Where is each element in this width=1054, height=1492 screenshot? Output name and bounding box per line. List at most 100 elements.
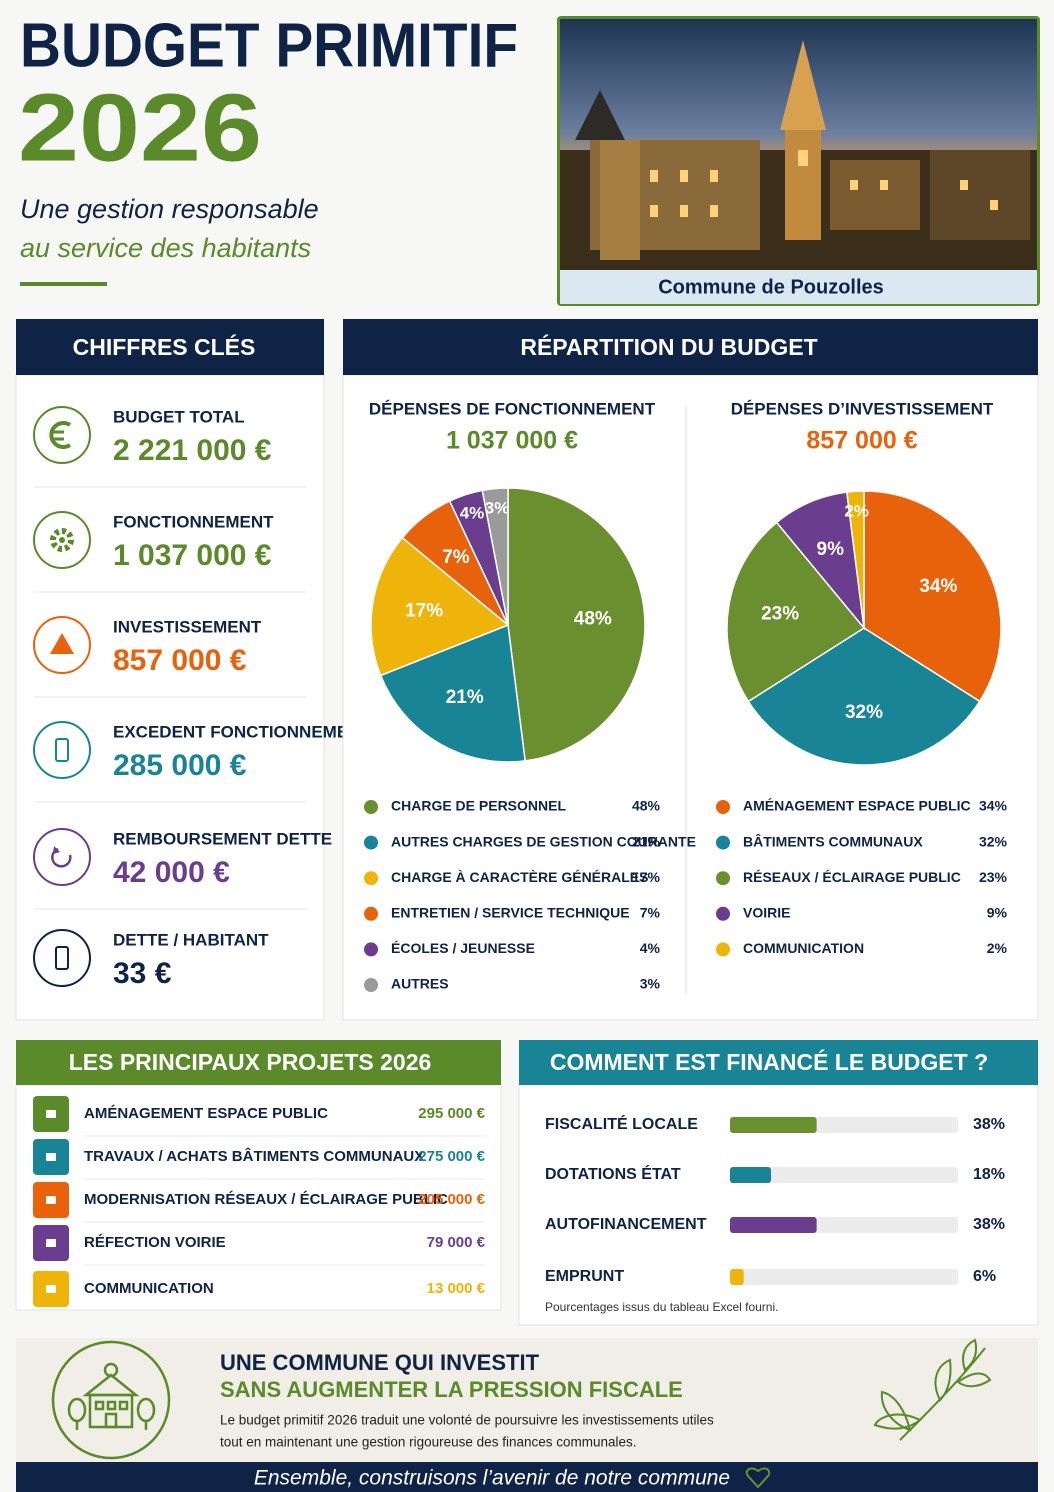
project-name: TRAVAUX / ACHATS BÂTIMENTS COMMUNAUX (84, 1147, 424, 1165)
figure-label: EXCEDENT FONCTIONNEMENT (113, 722, 371, 741)
footer-box (16, 1338, 1038, 1462)
main-title: BUDGET PRIMITIF (20, 11, 518, 80)
slice-label: 4% (460, 504, 485, 523)
heart-icon (745, 1467, 771, 1489)
pie-slice (379, 623, 527, 763)
legend-label: CHARGE DE PERSONNEL (391, 798, 566, 814)
project-icon-glyph (46, 1239, 56, 1247)
slice-label: 34% (919, 576, 957, 597)
legend-label: AUTRES (391, 976, 449, 992)
legend-dot (716, 800, 730, 814)
slice-label: 32% (845, 702, 883, 723)
figure-value: 42 000 € (113, 856, 230, 889)
panel-header (16, 319, 324, 375)
bar-label: FISCALITÉ LOCALE (545, 1114, 698, 1133)
pie-slice (507, 487, 646, 762)
tagline: au service des habitants (20, 233, 311, 263)
legend-value: 2% (987, 940, 1008, 956)
project-name: MODERNISATION RÉSEAUX / ÉCLAIRAGE PUBLIC (84, 1191, 448, 1208)
figure-label: INVESTISSEMENT (113, 617, 262, 636)
icon-ring (33, 929, 91, 987)
panel-title: LES PRINCIPAUX PROJETS 2026 (69, 1049, 432, 1075)
slogan-banner (16, 1462, 1038, 1492)
slice-label: 3% (485, 499, 510, 518)
icon (50, 633, 74, 654)
legend-label: AMÉNAGEMENT ESPACE PUBLIC (743, 798, 971, 814)
chart-title: DÉPENSES DE FONCTIONNEMENT (369, 399, 656, 418)
year: 2026 (18, 74, 262, 181)
icon (55, 946, 69, 970)
icon (50, 430, 64, 441)
legend-label: VOIRIE (743, 905, 790, 921)
bar-label: EMPRUNT (545, 1268, 624, 1285)
photo-caption: Commune de Pouzolles (658, 276, 884, 298)
slice-label: 9% (817, 539, 845, 560)
project-name: AMÉNAGEMENT ESPACE PUBLIC (84, 1105, 328, 1122)
panel-title: CHIFFRES CLÉS (73, 333, 256, 360)
icon (50, 528, 74, 552)
chart-subtitle: 857 000 € (806, 427, 917, 455)
project-icon-glyph (46, 1110, 56, 1118)
project-amount: 205 000 € (418, 1191, 485, 1208)
bar (730, 1217, 817, 1233)
panel-title: COMMENT EST FINANCÉ LE BUDGET ? (550, 1048, 988, 1075)
chart-title: DÉPENSES D’INVESTISSEMENT (731, 399, 994, 418)
project-icon-glyph (46, 1196, 56, 1204)
panel-title: RÉPARTITION DU BUDGET (520, 333, 817, 360)
legend-label: BÂTIMENTS COMMUNAUX (743, 832, 923, 849)
legend-dot (364, 800, 378, 814)
bar-label: AUTOFINANCEMENT (545, 1216, 707, 1233)
slice-label: 21% (446, 687, 484, 708)
legend-label: AUTRES CHARGES DE GESTION COURANTE (391, 833, 696, 849)
bar (730, 1167, 772, 1183)
key-figures: BUDGET TOTAL 2 221 000 € FONCTIONNEMENT 1 0… (33, 406, 371, 990)
icon-ring (33, 828, 91, 886)
pie-slice (747, 627, 981, 766)
legend-label: ÉCOLES / JEUNESSE (391, 940, 535, 956)
pie-slice (481, 487, 509, 626)
pie-slice (845, 490, 865, 629)
bar-value: 38% (973, 1116, 1005, 1133)
legend-dot (364, 871, 378, 886)
legend-dot (716, 942, 730, 957)
figure-value: 2 221 000 € (113, 434, 272, 467)
tagline: Une gestion responsable (20, 194, 319, 224)
pie-slice (370, 536, 510, 677)
legend-value: 34% (979, 798, 1008, 814)
legend-dot (716, 871, 730, 886)
legend-dot (364, 906, 378, 921)
slice-label: 23% (761, 604, 799, 625)
figure-value: 33 € (113, 957, 172, 990)
icon (49, 421, 72, 449)
project-icon-glyph (46, 1153, 56, 1161)
bar-track (730, 1167, 958, 1183)
legend-value: 21% (632, 833, 661, 849)
slice-label: 7% (442, 547, 470, 568)
bar-value: 6% (973, 1268, 996, 1285)
figure-label: DETTE / HABITANT (113, 930, 269, 949)
projects: AMÉNAGEMENT ESPACE PUBLIC 295 000 € TRAVAU… (33, 1096, 486, 1307)
icon (59, 537, 65, 543)
legend-value: 17% (632, 869, 661, 885)
project-amount: 13 000 € (427, 1280, 486, 1297)
legend-label: COMMUNICATION (743, 940, 864, 956)
icon-ring (33, 406, 91, 464)
rule (20, 282, 107, 286)
chart-subtitle: 1 037 000 € (446, 427, 578, 455)
slice-label: 2% (844, 501, 869, 520)
legend-value: 48% (632, 798, 661, 814)
panel-header (343, 319, 1038, 375)
legend-label: RÉSEAUX / ÉCLAIRAGE PUBLIC (743, 869, 961, 885)
figure-value: 1 037 000 € (113, 539, 272, 572)
legend-value: 4% (640, 940, 661, 956)
project-amount: 79 000 € (427, 1234, 486, 1251)
project-amount: 295 000 € (418, 1105, 485, 1122)
legend-value: 23% (979, 869, 1008, 885)
pie-slice (863, 490, 1002, 703)
bar-value: 38% (973, 1216, 1005, 1233)
project-name: RÉFECTION VOIRIE (84, 1234, 226, 1251)
icon (55, 738, 69, 762)
house-icon (51, 1340, 171, 1460)
legend-dot (364, 942, 378, 957)
